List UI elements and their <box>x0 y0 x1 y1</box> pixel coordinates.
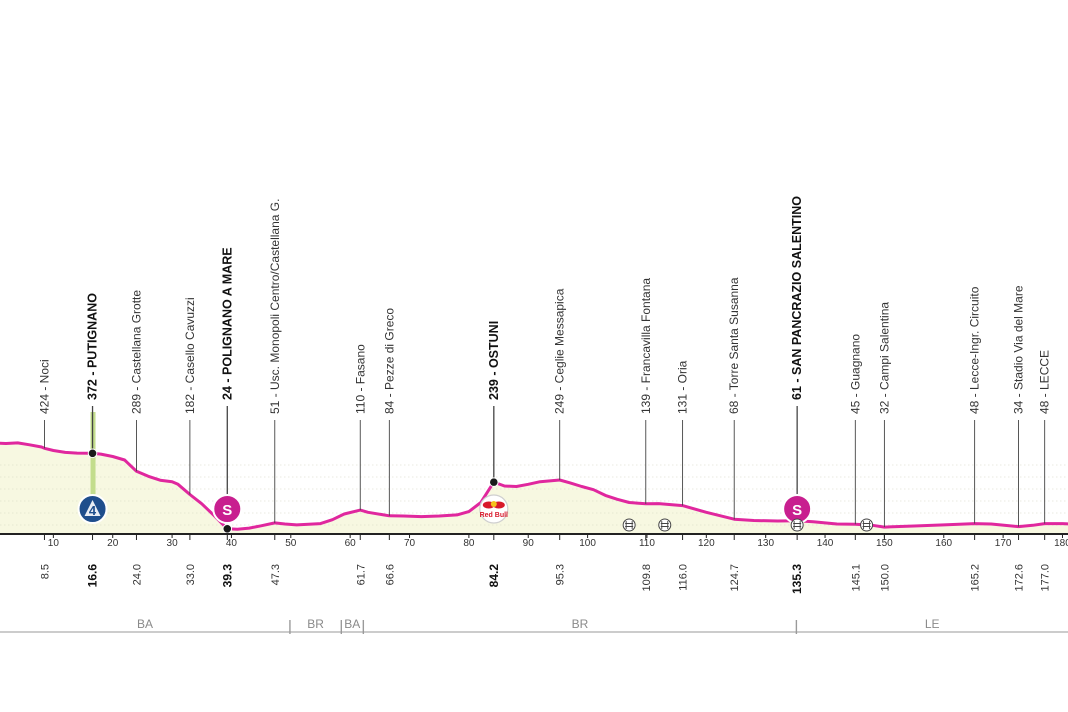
km-label: 95.3 <box>555 564 567 585</box>
kom-category: 4 <box>89 503 97 518</box>
km-label: 109.8 <box>641 564 653 592</box>
km-label: 124.7 <box>729 564 741 592</box>
point-label: 34 - Stadio Via del Mare <box>1012 285 1026 414</box>
point-marker <box>222 523 233 534</box>
x-tick-label: 70 <box>404 538 416 549</box>
point-label: 48 - Lecce-Ingr. Circuito <box>968 286 982 414</box>
level-crossing-icon <box>658 518 672 532</box>
x-tick-label: 140 <box>817 538 834 549</box>
km-label: 47.3 <box>270 564 282 585</box>
point-label: 51 - Usc. Monopoli Centro/Castellana G. <box>268 199 282 414</box>
km-label: 150.0 <box>879 564 891 592</box>
km-label: 66.6 <box>384 564 396 585</box>
profile-line <box>0 441 1068 531</box>
province-label: LE <box>925 617 940 631</box>
level-crossing-icon <box>622 518 636 532</box>
km-label: 84.2 <box>487 564 501 588</box>
km-label: 165.2 <box>970 564 982 592</box>
km-label: 33.0 <box>185 564 197 585</box>
province-label: BR <box>307 617 324 631</box>
profile-line-path <box>0 441 1068 531</box>
x-axis: 10 20 30 40 50 60 70 80 90 100 110 120 130 140 150 160 1… <box>0 533 1068 549</box>
point-label: 239 - OSTUNI <box>487 321 501 400</box>
bonus-label: Red Bull <box>480 512 508 519</box>
x-tick-label: 30 <box>167 538 179 549</box>
x-tick-label: 40 <box>226 538 238 549</box>
sprint-label: S <box>222 502 232 519</box>
level-crossing-rails <box>625 521 634 529</box>
sprint-label: S <box>792 502 802 519</box>
km-label: 16.6 <box>86 564 100 588</box>
level-crossing-icon <box>790 518 804 532</box>
province-label: BR <box>572 617 589 631</box>
point-label: 131 - Oria <box>676 360 690 414</box>
point-marker <box>489 477 499 487</box>
x-tick-label: 150 <box>876 538 893 549</box>
point-label: 68 - Torre Santa Susanna <box>727 277 741 414</box>
x-tick-label: 10 <box>48 538 60 549</box>
km-label: 135.3 <box>790 564 804 594</box>
point-label: 139 - Francavilla Fontana <box>639 278 653 414</box>
x-tick-label: 50 <box>285 538 297 549</box>
point-label: 424 - Noci <box>38 359 52 414</box>
sprint-badge <box>212 494 243 524</box>
km-label: 177.0 <box>1040 564 1052 592</box>
x-tick-label: 100 <box>579 538 596 549</box>
point-label: 45 - Guagnano <box>848 334 862 414</box>
km-label: 172.6 <box>1014 564 1026 592</box>
kom-mountain-icon <box>84 500 101 516</box>
x-tick-label: 90 <box>523 538 535 549</box>
point-label: 249 - Ceglie Messapica <box>553 288 567 414</box>
point-label: 32 - Campi Salentina <box>877 302 891 414</box>
km-label: 8.5 <box>40 564 52 579</box>
level-crossing-icon <box>860 518 874 532</box>
km-labels: 8.5 16.6 24.0 33.0 39.3 47.3 61.7 66.6 84.2 95.3 1… <box>40 564 1052 594</box>
province-bar: BA BR BA BR LE <box>0 617 1068 634</box>
km-label: 145.1 <box>850 564 862 592</box>
km-label: 39.3 <box>220 564 234 588</box>
x-tick-label: 120 <box>698 538 715 549</box>
point-label: 289 - Castellana Grotte <box>130 290 144 414</box>
x-tick-label: 20 <box>107 538 119 549</box>
km-label: 116.0 <box>678 564 690 591</box>
point-label: 48 - LECCE <box>1038 350 1052 414</box>
x-tick-label: 80 <box>463 538 475 549</box>
km-label: 61.7 <box>355 564 367 585</box>
x-tick-label: 160 <box>935 538 952 549</box>
province-label: BA <box>137 617 153 631</box>
level-crossing-rails <box>793 521 802 529</box>
point-labels: 424 - Noci 372 - PUTIGNANO 289 - Castellan… <box>38 196 1052 414</box>
x-tick-label: 180 <box>1054 538 1068 549</box>
point-label: 24 - POLIGNANO A MARE <box>220 247 234 400</box>
point-label: 372 - PUTIGNANO <box>86 293 100 400</box>
sun-icon <box>490 501 497 507</box>
level-crossing-rails <box>862 521 871 529</box>
profile-area <box>0 442 1068 534</box>
x-tick-label: 130 <box>757 538 774 549</box>
point-marker <box>87 448 98 459</box>
point-label: 182 - Casello Cavuzzi <box>183 297 197 414</box>
badges: 4 S Red Bull S <box>77 494 874 532</box>
km-label: 24.0 <box>132 564 144 585</box>
point-label: 61 - SAN PANCRAZIO SALENTINO <box>790 196 804 400</box>
x-tick-label: 110 <box>639 538 655 549</box>
level-crossing-rails <box>660 521 669 529</box>
point-label: 110 - Fasano <box>353 344 367 414</box>
province-label: BA <box>344 617 360 631</box>
x-tick-label: 60 <box>345 538 357 549</box>
x-tick-label: 170 <box>995 538 1012 549</box>
point-label: 84 - Pezze di Greco <box>382 308 396 414</box>
profile-fill <box>0 442 1068 534</box>
